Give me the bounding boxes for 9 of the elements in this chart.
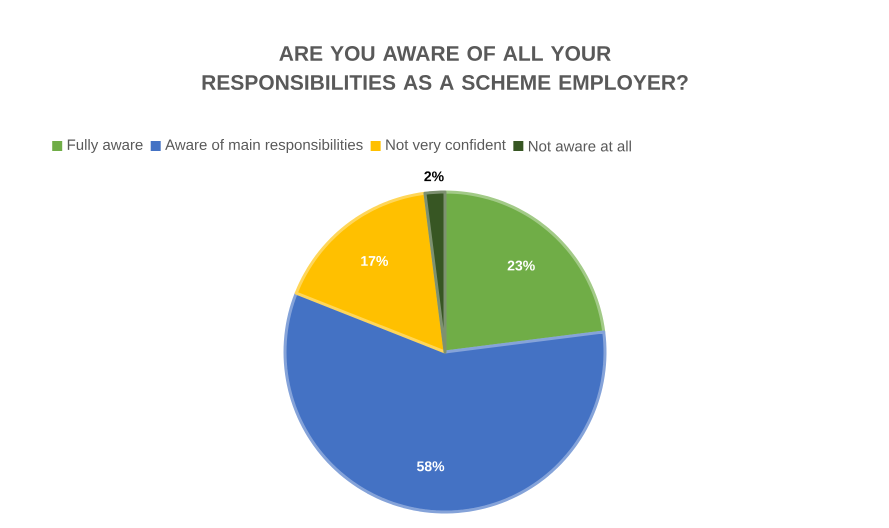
legend-label: Aware of main responsibilities	[165, 139, 363, 153]
data-label: 58%	[416, 461, 444, 472]
legend-label: Not aware at all	[528, 140, 631, 152]
data-label: 17%	[361, 256, 388, 266]
legend-label: Fully aware	[68, 139, 143, 153]
data-label: 2%	[424, 171, 444, 182]
legend-label: Not very confident	[386, 139, 506, 153]
data-label: 23%	[508, 260, 535, 271]
chart-title: ARE YOU AWARE OF ALL YOUR RESPONSIBILITIES AS A SCHEME EMPLOYER?	[202, 46, 688, 90]
